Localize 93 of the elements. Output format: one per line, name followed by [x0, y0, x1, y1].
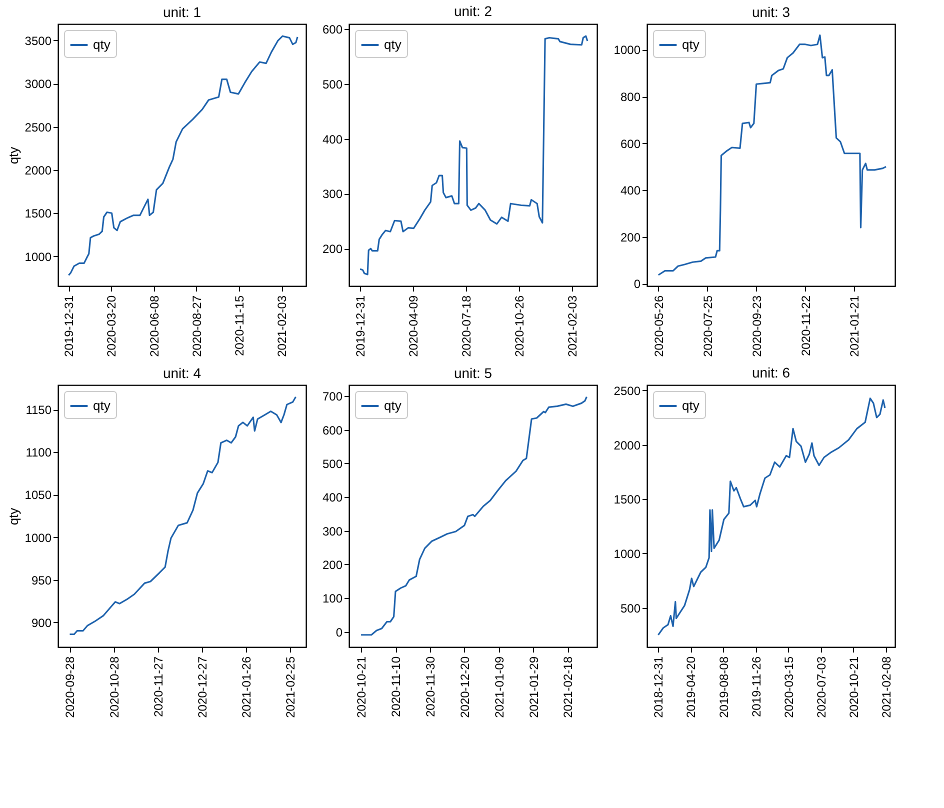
y-tick-label: 0	[336, 625, 343, 640]
legend-label: qty	[384, 37, 402, 52]
x-tick-label: 2020-11-10	[389, 656, 403, 717]
y-tick-label: 1000	[24, 530, 52, 545]
x-tick-label: 2019-12-31	[62, 295, 76, 357]
y-tick-label: 3500	[24, 34, 52, 48]
line-series	[658, 34, 887, 276]
legend-label: qty	[682, 37, 700, 52]
y-tick-label: 600	[322, 423, 343, 438]
y-tick-label: 400	[322, 132, 343, 146]
y-tick-label: 2000	[24, 163, 52, 178]
y-tick-label: 1000	[614, 43, 641, 58]
line-series	[68, 35, 298, 276]
x-tick-label: 2020-11-22	[798, 295, 813, 356]
x-tick-label: 2020-06-08	[147, 295, 162, 357]
y-tick-label: 700	[322, 390, 343, 404]
y-tick-label: 500	[322, 456, 343, 471]
legend-label: qty	[93, 398, 111, 413]
x-tick-label: 2020-07-03	[814, 656, 828, 718]
x-tick-label: 2020-04-09	[406, 295, 421, 357]
x-tick-label: 2020-10-28	[107, 656, 122, 718]
y-tick-label: 300	[322, 187, 343, 202]
x-tick-label: 2020-09-28	[63, 656, 78, 718]
x-tick-label: 2021-01-21	[848, 295, 862, 357]
y-tick-label: 100	[322, 592, 343, 606]
x-tick-label: 2020-07-18	[460, 295, 474, 357]
x-tick-label: 2020-09-23	[750, 295, 764, 357]
y-tick-label: 300	[322, 524, 343, 538]
y-tick-label: 1000	[614, 546, 641, 561]
x-tick-label: 2020-07-25	[700, 295, 715, 357]
y-tick-label: 200	[620, 230, 641, 244]
x-tick-label: 2021-01-29	[526, 656, 541, 718]
line-series	[657, 398, 886, 636]
y-tick-label: 500	[322, 77, 343, 92]
x-tick-label: 2020-05-26	[652, 295, 666, 357]
y-axis-title: qty	[6, 146, 21, 164]
y-tick-label: 1000	[24, 250, 52, 264]
x-tick-label: 2021-02-08	[879, 656, 894, 718]
x-tick-label: 2020-11-30	[423, 656, 438, 717]
x-tick-label: 2020-11-15	[232, 295, 246, 356]
x-tick-label: 2021-02-03	[275, 295, 290, 357]
y-tick-label: 1100	[26, 446, 52, 460]
x-tick-label: 2019-11-26	[749, 656, 764, 717]
y-tick-label: 600	[620, 136, 641, 151]
y-tick-label: 1500	[24, 206, 52, 221]
y-tick-label: 500	[620, 601, 641, 616]
chart-title: unit: 1	[162, 4, 202, 20]
x-tick-label: 2020-10-21	[846, 656, 861, 718]
x-tick-label: 2019-04-20	[684, 656, 698, 718]
y-tick-label: 2500	[614, 384, 641, 398]
x-tick-label: 2020-12-27	[195, 656, 210, 718]
x-tick-label: 2021-02-25	[283, 656, 298, 718]
line-series	[359, 35, 588, 276]
y-tick-label: 400	[322, 490, 343, 505]
y-tick-label: 950	[31, 573, 52, 588]
y-tick-label: 0	[634, 277, 641, 292]
line-series	[68, 396, 297, 636]
x-tick-label: 2021-02-03	[566, 295, 580, 357]
x-tick-label: 2021-02-18	[561, 656, 576, 718]
chart-title: unit: 3	[752, 4, 790, 20]
y-tick-label: 1050	[24, 488, 52, 502]
x-tick-label: 2020-12-20	[458, 656, 472, 718]
x-tick-label: 2019-12-31	[354, 295, 368, 357]
y-tick-label: 200	[322, 242, 343, 256]
x-tick-label: 2020-10-26	[512, 295, 527, 357]
line-series	[360, 396, 588, 636]
x-tick-label: 2020-03-20	[104, 295, 119, 357]
chart-title: unit: 5	[454, 365, 492, 381]
y-tick-label: 3000	[24, 77, 52, 92]
x-tick-label: 2020-10-21	[354, 656, 369, 718]
y-axis-title: qty	[6, 507, 21, 526]
y-tick-label: 600	[322, 22, 343, 36]
y-tick-label: 800	[620, 90, 641, 104]
y-tick-label: 200	[322, 558, 343, 572]
legend-label: qty	[93, 37, 111, 52]
x-tick-label: 2021-01-26	[239, 656, 254, 718]
chart-title: unit: 6	[752, 364, 790, 380]
y-tick-label: 2500	[24, 120, 52, 134]
legend-label: qty	[682, 398, 700, 413]
y-tick-label: 1150	[26, 403, 52, 418]
x-tick-label: 2018-12-31	[652, 656, 666, 718]
chart-title: unit: 2	[454, 2, 492, 19]
x-tick-label: 2020-08-27	[190, 295, 204, 357]
y-tick-label: 900	[31, 616, 52, 630]
chart-title: unit: 4	[162, 365, 202, 381]
x-tick-label: 2020-11-27	[151, 656, 166, 717]
y-tick-label: 1500	[614, 492, 641, 507]
x-tick-label: 2021-01-09	[492, 656, 506, 718]
legend-label: qty	[384, 398, 402, 413]
y-tick-label: 400	[620, 184, 641, 198]
x-tick-label: 2019-08-08	[716, 656, 731, 718]
x-tick-label: 2020-03-15	[782, 656, 796, 718]
y-tick-label: 2000	[614, 438, 641, 452]
